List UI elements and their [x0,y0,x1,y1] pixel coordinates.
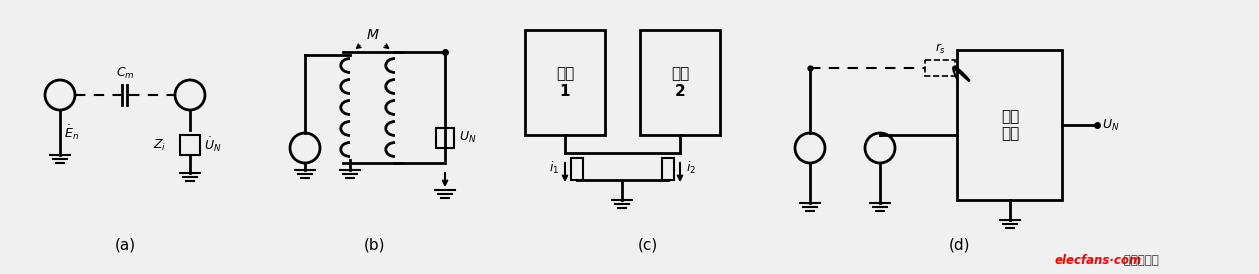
Bar [662,158,674,180]
Bar [958,50,1063,200]
Text: M: M [366,28,379,42]
Text: 电路
2: 电路 2 [671,66,689,99]
Text: 电子发烧友: 电子发烧友 [1121,253,1158,267]
Text: 测量
电路: 测量 电路 [1001,109,1019,141]
Bar [925,60,956,76]
Text: (a): (a) [115,238,136,253]
Text: $U_N$: $U_N$ [460,130,476,145]
Bar [180,135,200,155]
Text: $Z_i$: $Z_i$ [152,138,166,153]
Text: elecfans·com: elecfans·com [1055,253,1142,267]
Bar [525,30,606,135]
Bar [640,30,720,135]
Text: (b): (b) [364,238,385,253]
Text: (d): (d) [949,238,971,253]
Text: $i_2$: $i_2$ [686,160,696,176]
Text: 电路
1: 电路 1 [556,66,574,99]
Text: $i_1$: $i_1$ [549,160,559,176]
Text: $\dot{U}_N$: $\dot{U}_N$ [204,136,222,154]
Text: $\dot{E}_n$: $\dot{E}_n$ [64,124,79,142]
Text: $C_m$: $C_m$ [116,66,135,81]
Bar [436,127,454,147]
Bar [572,158,583,180]
Text: $U_N$: $U_N$ [1103,118,1121,133]
Text: (c): (c) [637,238,657,253]
Text: $r_s$: $r_s$ [934,42,946,56]
